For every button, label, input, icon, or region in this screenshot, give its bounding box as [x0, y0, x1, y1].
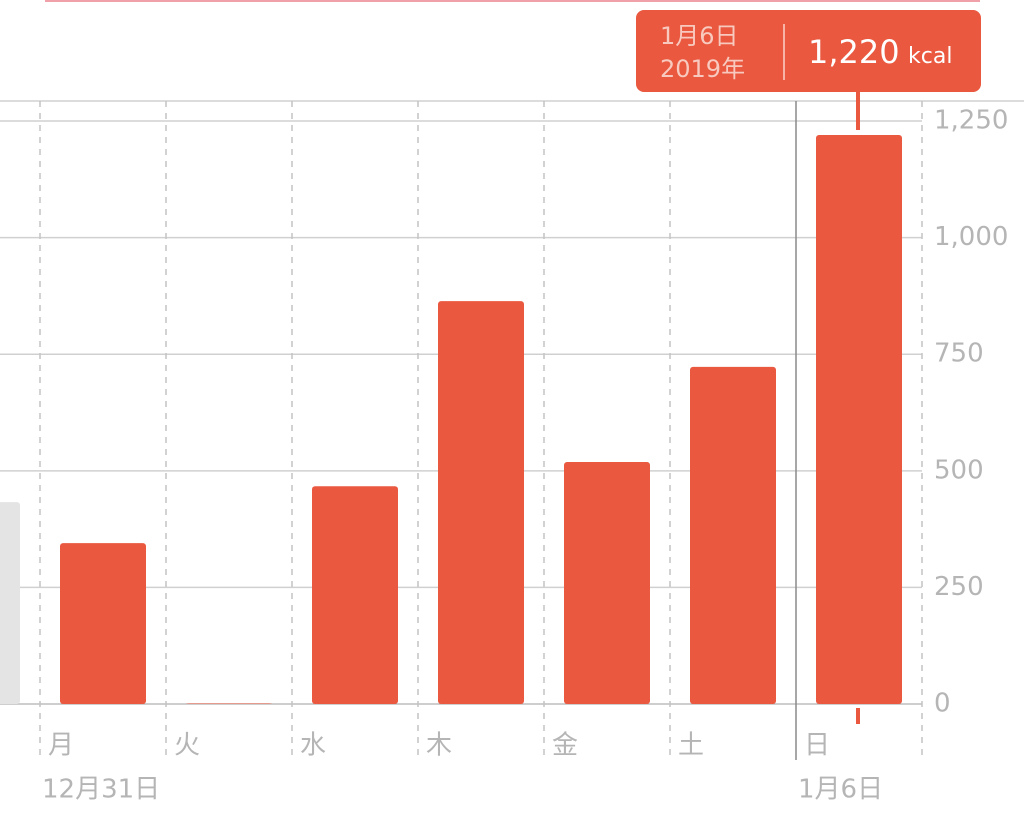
- tooltip-box: [636, 10, 981, 92]
- bar: [690, 366, 776, 704]
- x-date-label: 12月31日: [42, 775, 160, 805]
- bar: [312, 486, 398, 704]
- y-tick-label: 0: [934, 689, 951, 719]
- x-tick-label: 水: [300, 731, 326, 761]
- x-tick-label: 金: [552, 731, 578, 761]
- bar: [816, 135, 902, 705]
- x-tick-label: 月: [48, 731, 74, 761]
- y-tick-label: 750: [934, 339, 984, 369]
- tooltip-value: 1,220: [808, 33, 900, 71]
- x-tick-label: 火: [174, 731, 200, 761]
- bar: [60, 543, 146, 704]
- tooltip-year: 2019年: [660, 55, 745, 83]
- y-tick-label: 1,250: [934, 106, 1008, 136]
- x-tick-label: 日: [804, 731, 830, 761]
- y-tick-label: 500: [934, 455, 984, 485]
- y-tick-label: 250: [934, 572, 984, 602]
- y-tick-label: 1,000: [934, 222, 1008, 252]
- tooltip-unit: kcal: [908, 44, 952, 69]
- x-tick-label: 土: [678, 731, 704, 761]
- x-date-label: 1月6日: [798, 775, 883, 805]
- bar: [564, 461, 650, 704]
- tooltip: 1月6日 2019年 1,220 kcal: [636, 10, 981, 724]
- bar: [0, 502, 20, 704]
- tooltip-date: 1月6日: [660, 22, 739, 50]
- bar: [438, 301, 524, 704]
- x-tick-label: 木: [426, 731, 452, 761]
